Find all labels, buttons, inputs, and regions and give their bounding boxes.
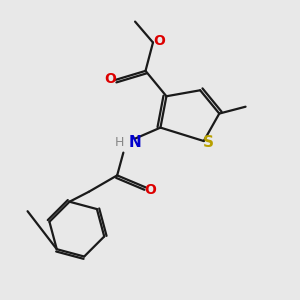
Text: O: O <box>144 183 156 197</box>
Text: O: O <box>153 34 165 48</box>
Text: O: O <box>104 72 116 86</box>
Text: S: S <box>202 135 213 150</box>
Text: N: N <box>128 135 141 150</box>
Text: H: H <box>114 136 124 149</box>
